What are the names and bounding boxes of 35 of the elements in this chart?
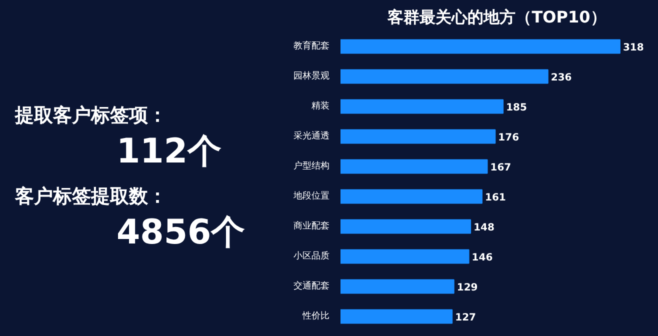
text: 提取客户标签项： <box>14 104 167 126</box>
bar <box>340 129 496 144</box>
data-label: 129 <box>456 282 478 294</box>
data-label: 161 <box>484 192 506 204</box>
bar <box>340 159 488 174</box>
bar <box>340 69 548 84</box>
data-label: 167 <box>490 162 512 174</box>
y-tick-label: 户型结构 <box>294 160 330 172</box>
y-tick-label: 地段位置 <box>292 190 330 202</box>
y-tick-label: 精装 <box>312 100 330 112</box>
y-tick-label: 采光通透 <box>294 130 330 142</box>
bar <box>340 249 470 264</box>
data-label: 148 <box>474 222 494 234</box>
bar <box>340 189 482 204</box>
data-label: 146 <box>472 252 493 264</box>
bar <box>340 99 504 114</box>
bar <box>340 279 454 294</box>
y-tick-label: 教育配套 <box>294 40 330 52</box>
text: 客户标签提取数： <box>14 186 167 208</box>
data-label: 127 <box>455 312 476 324</box>
y-tick-label: 商业配套 <box>294 220 330 232</box>
text: 112个 <box>116 132 222 172</box>
data-label: 176 <box>498 132 520 144</box>
y-tick-label: 小区品质 <box>294 250 330 262</box>
data-label: 318 <box>622 42 644 54</box>
chart-title: 客群最关心的地方（TOP10） <box>386 8 606 26</box>
y-tick-label: 园林景观 <box>294 70 330 82</box>
y-tick-label: 交通配套 <box>294 280 330 292</box>
bar <box>340 219 472 234</box>
y-tick-label: 性价比 <box>302 310 330 322</box>
bar <box>340 39 620 54</box>
text: 4856个 <box>116 212 246 252</box>
data-label: 236 <box>550 72 572 84</box>
data-label: 185 <box>506 102 527 114</box>
bar <box>340 309 453 324</box>
